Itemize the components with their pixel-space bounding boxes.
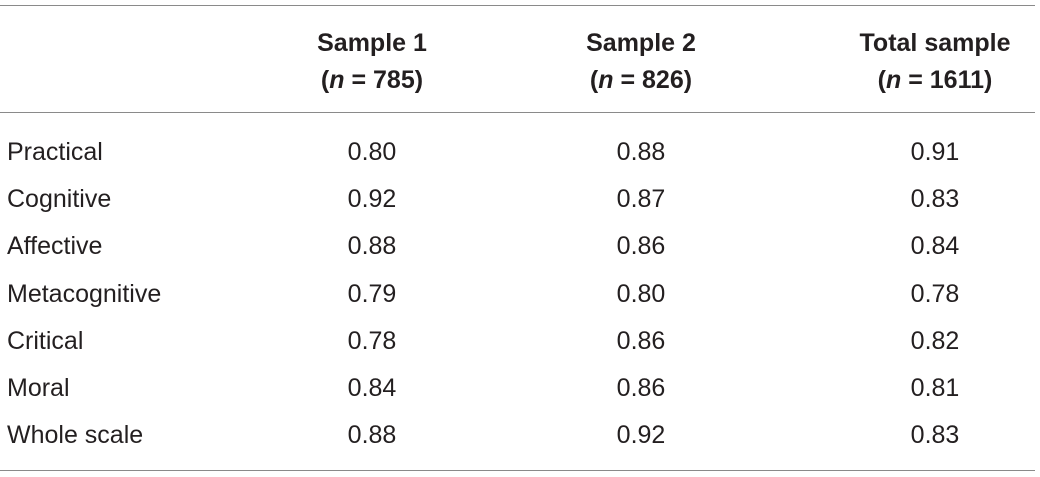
cell-value: 0.80 <box>616 279 666 308</box>
row-label: Metacognitive <box>7 279 162 308</box>
cell-value: 0.91 <box>910 138 960 166</box>
cell-value: 0.78 <box>347 326 397 355</box>
cell-value: 0.84 <box>347 374 397 402</box>
cell-value: 0.83 <box>910 185 960 214</box>
cell-value: 0.79 <box>347 279 397 308</box>
row-label: Cognitive <box>7 185 112 214</box>
column-header: Sample 2 (n = 826) <box>586 28 696 95</box>
column-header: Total sample (n = 1611) <box>860 28 1011 95</box>
paren: ( <box>877 66 886 94</box>
cell-value: 0.80 <box>347 138 397 166</box>
n-symbol: n <box>598 66 614 94</box>
column-header: Sample 1 (n = 785) <box>317 28 427 95</box>
n-value: = 826) <box>613 66 693 94</box>
row-label: Moral <box>7 374 70 402</box>
cell-value: 0.86 <box>616 326 666 355</box>
cell-value: 0.82 <box>910 326 960 355</box>
cell-value: 0.92 <box>616 421 666 450</box>
cell-value: 0.84 <box>910 232 960 261</box>
cell-value: 0.87 <box>616 185 666 214</box>
cell-value: 0.78 <box>910 279 960 308</box>
column-title: Sample 2 <box>586 29 696 57</box>
column-title: Total sample <box>859 29 1011 57</box>
paren: ( <box>589 66 599 94</box>
cell-value: 0.92 <box>347 185 397 214</box>
cell-value: 0.86 <box>616 374 666 402</box>
row-label: Affective <box>7 232 103 261</box>
cell-value: 0.83 <box>910 421 960 450</box>
top-rule <box>0 5 1035 6</box>
header-rule <box>0 112 1035 113</box>
sample-size: (n = 826) <box>586 65 696 95</box>
cell-value: 0.86 <box>616 232 666 261</box>
row-label: Critical <box>7 326 84 355</box>
n-symbol: n <box>885 66 902 94</box>
cell-value: 0.88 <box>347 421 397 450</box>
cell-value: 0.88 <box>347 232 397 261</box>
n-symbol: n <box>329 66 345 94</box>
cell-value: 0.81 <box>910 374 960 402</box>
bottom-rule <box>0 470 1035 471</box>
n-value: = 785) <box>344 66 424 94</box>
row-label: Whole scale <box>7 421 144 450</box>
cell-value: 0.88 <box>616 138 666 166</box>
row-label: Practical <box>7 138 103 166</box>
sample-size: (n = 785) <box>317 65 427 95</box>
sample-size: (n = 1611) <box>860 65 1011 95</box>
paren: ( <box>320 66 330 94</box>
n-value: = 1611) <box>901 66 993 94</box>
column-title: Sample 1 <box>317 29 427 57</box>
